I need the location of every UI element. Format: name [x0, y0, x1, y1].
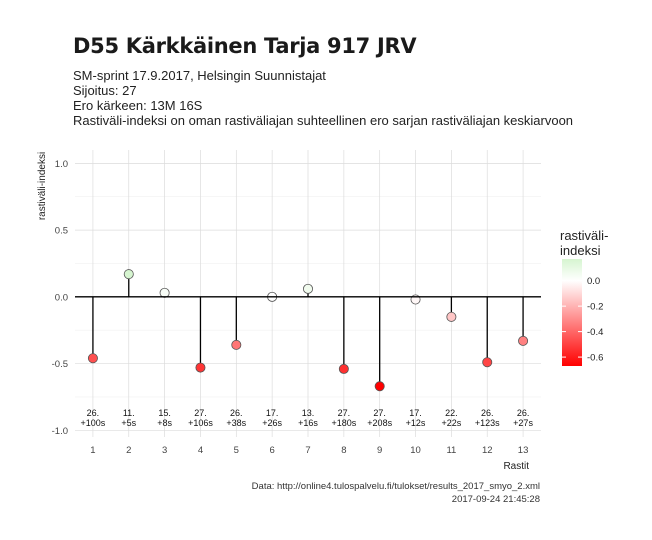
- legend-title-line-2: indeksi: [560, 243, 601, 258]
- x-tick-label: 10: [410, 445, 421, 456]
- rank-label: 22.: [445, 408, 458, 418]
- y-tick-label: -1.0: [52, 426, 68, 437]
- x-axis-title: Rastit: [503, 461, 529, 472]
- diff-label: +27s: [513, 418, 533, 428]
- rank-label: 26.: [517, 408, 530, 418]
- data-point: [195, 362, 206, 373]
- diff-label: +100s: [81, 418, 106, 428]
- rank-label: 17.: [409, 408, 422, 418]
- stems: [92, 274, 524, 387]
- diff-label: +16s: [298, 418, 318, 428]
- y-axis-title: rastiväli-indeksi: [37, 152, 48, 220]
- source-caption: Data: http://online4.tulospalvelu.fi/tul…: [251, 481, 540, 492]
- color-legend: rastiväli- indeksi 0.0 -0.2 -0.4 -0.6: [560, 228, 608, 366]
- rank-label: 17.: [266, 408, 279, 418]
- diff-label: +22s: [441, 418, 461, 428]
- diff-label: +12s: [406, 418, 426, 428]
- x-tick-label: 6: [270, 445, 275, 456]
- rank-label: 27.: [338, 408, 351, 418]
- rank-label: 27.: [194, 408, 207, 418]
- x-tick-label: 5: [234, 445, 239, 456]
- diff-label: +180s: [331, 418, 356, 428]
- point-labels: 26.+100s11.+5s15.+8s27.+106s26.+38s17.+2…: [81, 408, 534, 428]
- rank-label: 15.: [158, 408, 171, 418]
- data-point: [159, 287, 170, 298]
- diff-label: +26s: [262, 418, 282, 428]
- rank-label: 27.: [373, 408, 386, 418]
- x-tick-label: 2: [126, 445, 131, 456]
- subtitle-gap: Ero kärkeen: 13M 16S: [73, 98, 203, 113]
- x-tick-label: 7: [305, 445, 310, 456]
- data-point: [374, 381, 385, 392]
- subtitle-event: SM-sprint 17.9.2017, Helsingin Suunnista…: [73, 68, 326, 83]
- rank-label: 11.: [123, 408, 135, 418]
- data-point: [302, 283, 313, 294]
- data-point: [231, 339, 242, 350]
- data-point: [338, 363, 349, 374]
- axes: 1.00.50.0-0.5-1.01 2 3 4 5 6 7 8 9 10 11 12 13: [52, 159, 541, 456]
- legend-tick-label: 0.0: [587, 276, 600, 287]
- data-point: [123, 269, 134, 280]
- y-tick-label: 0.5: [55, 226, 68, 237]
- diff-label: +208s: [367, 418, 392, 428]
- data-point: [87, 353, 98, 364]
- legend-tick-label: -0.2: [587, 302, 603, 313]
- data-point: [446, 311, 457, 322]
- legend-title-line-1: rastiväli-: [560, 228, 608, 243]
- data-point: [482, 357, 493, 368]
- x-tick-label: 9: [377, 445, 382, 456]
- x-tick-label: 8: [341, 445, 346, 456]
- y-tick-label: 0.0: [55, 292, 68, 303]
- x-tick-label: 13: [518, 445, 529, 456]
- subtitle-description: Rastiväli-indeksi on oman rastiväliajan …: [73, 113, 574, 128]
- grid: [75, 150, 541, 437]
- diff-label: +106s: [188, 418, 213, 428]
- diff-label: +38s: [226, 418, 246, 428]
- x-tick-label: 3: [162, 445, 167, 456]
- y-tick-label: 1.0: [55, 159, 68, 170]
- y-tick-label: -0.5: [52, 359, 68, 370]
- rank-label: 26.: [481, 408, 494, 418]
- points: [87, 269, 529, 392]
- diff-label: +8s: [157, 418, 172, 428]
- legend-tick-label: -0.4: [587, 327, 603, 338]
- data-point: [518, 335, 529, 346]
- rank-label: 26.: [230, 408, 243, 418]
- subtitle-placement: Sijoitus: 27: [73, 83, 137, 98]
- timestamp-caption: 2017-09-24 21:45:28: [451, 494, 540, 505]
- x-tick-label: 4: [198, 445, 203, 456]
- x-tick-label: 12: [482, 445, 493, 456]
- x-tick-label: 1: [90, 445, 95, 456]
- rank-label: 26.: [87, 408, 100, 418]
- chart-title: D55 Kärkkäinen Tarja 917 JRV: [73, 34, 417, 58]
- rank-label: 13.: [302, 408, 315, 418]
- legend-tick-label: -0.6: [587, 353, 603, 364]
- diff-label: +123s: [475, 418, 500, 428]
- diff-label: +5s: [121, 418, 136, 428]
- x-tick-label: 11: [446, 445, 456, 456]
- legend-colorbar: [562, 259, 582, 366]
